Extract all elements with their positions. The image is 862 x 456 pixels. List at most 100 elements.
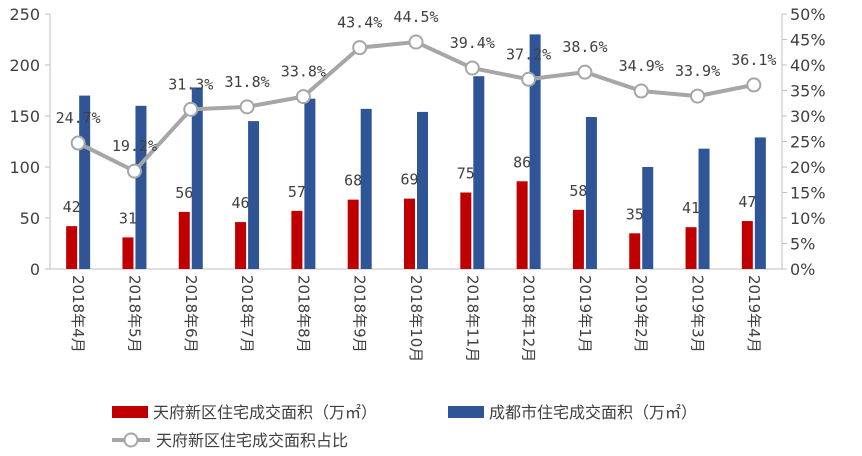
bar-chengdu-area (473, 76, 485, 269)
bar-chengdu-area (642, 167, 654, 269)
percentage-point (295, 89, 311, 105)
percentage-label: 36.1% (731, 51, 776, 69)
bar-chengdu-area (135, 105, 147, 269)
percentage-point (577, 64, 593, 80)
bar-chengdu-area (304, 98, 316, 269)
percentage-point (746, 77, 762, 93)
percentage-point (521, 71, 537, 87)
bar-tianfu-area (516, 181, 528, 269)
bar-chengdu-area (754, 137, 766, 269)
x-axis-category-label: 2018年5月 (125, 275, 143, 353)
percentage-label: 31.8% (224, 73, 269, 91)
y-left-tick-label: 50 (20, 209, 40, 228)
x-axis-category-label: 2018年9月 (351, 275, 369, 353)
x-axis-category-label: 2018年12月 (520, 275, 538, 362)
bar-chengdu-area (248, 121, 260, 269)
bar-chengdu-area (698, 148, 710, 269)
legend-swatch-tianfu-area (112, 406, 148, 418)
x-axis-category-label: 2018年10月 (407, 275, 425, 362)
percentage-line (70, 34, 762, 179)
bar-chengdu-area (417, 111, 428, 269)
percentage-label: 33.9% (675, 62, 720, 80)
percentage-label: 34.9% (619, 57, 664, 75)
axes: 0 50 100 150 200 250 0% 5% 10% 15% 20% 25% 30% 35% 40%… (9, 5, 825, 279)
bar-tianfu-area (404, 198, 415, 269)
bar-value-label: 68 (344, 172, 362, 190)
y-left-tick-label: 200 (9, 56, 40, 75)
legend: 天府新区住宅成交面积（万㎡） 成都市住宅成交面积（万㎡） 天府新区住宅成交面积占比 (112, 403, 697, 450)
y-left-tick-label: 0 (30, 260, 40, 279)
bar-chengdu-area (585, 117, 597, 270)
percentage-label: 39.4% (450, 34, 495, 52)
bar-value-label: 42 (63, 198, 81, 216)
y-right-tick-label: 10% (790, 209, 826, 228)
percentage-point (126, 163, 142, 179)
y-right-tick-label: 15% (790, 184, 826, 203)
bar-value-label: 57 (288, 183, 306, 201)
y-right-tick-label: 25% (790, 133, 826, 152)
bar-chengdu-area (191, 87, 203, 269)
bar-value-label: 35 (626, 205, 644, 223)
bars (66, 34, 766, 270)
bar-tianfu-area (460, 192, 472, 269)
percentage-point (239, 99, 255, 115)
bar-tianfu-area (291, 210, 303, 269)
bar-tianfu-area (347, 199, 359, 269)
bar-value-label: 75 (457, 165, 475, 183)
y-right-tick-label: 40% (790, 56, 826, 75)
x-axis-category-label: 2018年7月 (238, 275, 256, 353)
percentage-point (352, 40, 368, 56)
bar-value-label: 46 (232, 194, 250, 212)
y-left-tick-label: 250 (9, 5, 40, 24)
x-axis-category-label: 2019年4月 (745, 275, 763, 353)
y-right-tick-label: 0% (790, 260, 815, 279)
bar-tianfu-area (235, 222, 247, 269)
bar-tianfu-area (572, 209, 584, 269)
percentage-point (690, 88, 706, 104)
percentage-point (70, 135, 86, 151)
percentage-label: 24.7% (56, 109, 101, 127)
bar-chengdu-area (360, 108, 372, 269)
legend-swatch-chengdu-area (448, 406, 484, 418)
legend-label-percentage: 天府新区住宅成交面积占比 (156, 431, 348, 450)
legend-label-tianfu-area: 天府新区住宅成交面积（万㎡） (153, 403, 377, 422)
y-right-tick-label: 30% (790, 107, 826, 126)
percentage-point (633, 83, 649, 99)
legend-swatch-marker (123, 432, 139, 448)
bar-tianfu-area (66, 226, 78, 269)
bar-value-label: 31 (119, 209, 137, 227)
y-right-tick-label: 45% (790, 31, 826, 50)
data-labels: 42 31 56 46 57 68 69 75 86 58 35 41 47 24.7% 19.2% 31.3… (56, 8, 777, 227)
bar-tianfu-area (685, 227, 697, 269)
y-left-tick-label: 150 (9, 107, 40, 126)
x-axis-category-label: 2018年11月 (463, 275, 481, 362)
bar-value-label: 56 (175, 184, 193, 202)
bar-value-label: 41 (682, 199, 700, 217)
y-right-tick-label: 20% (790, 158, 826, 177)
percentage-label: 31.3% (168, 75, 213, 93)
bar-chengdu-area (79, 95, 91, 269)
bar-tianfu-area (629, 233, 641, 269)
bar-value-label: 58 (569, 182, 587, 200)
legend-label-chengdu-area: 成都市住宅成交面积（万㎡） (489, 403, 697, 422)
x-axis-category-label: 2019年2月 (632, 275, 650, 353)
percentage-point (464, 60, 480, 76)
bar-tianfu-area (741, 221, 753, 269)
percentage-label: 33.8% (281, 63, 326, 81)
x-axis-labels: 2018年4月 2018年5月 2018年6月 2018年7月 2018年8月 2018年… (69, 275, 763, 362)
y-right-tick-label: 35% (790, 82, 826, 101)
x-axis-category-label: 2018年6月 (182, 275, 200, 353)
percentage-label: 44.5% (393, 8, 438, 26)
bar-tianfu-area (122, 237, 134, 269)
y-right-tick-label: 5% (790, 235, 815, 254)
x-axis-category-label: 2018年4月 (69, 275, 87, 353)
bar-value-label: 69 (400, 171, 418, 189)
bar-value-label: 47 (738, 193, 756, 211)
percentage-point (408, 34, 424, 50)
bar-tianfu-area (178, 211, 190, 269)
percentage-label: 43.4% (337, 14, 382, 32)
y-right-tick-label: 50% (790, 5, 826, 24)
percentage-point (183, 101, 199, 117)
x-axis-category-label: 2018年8月 (294, 275, 312, 353)
